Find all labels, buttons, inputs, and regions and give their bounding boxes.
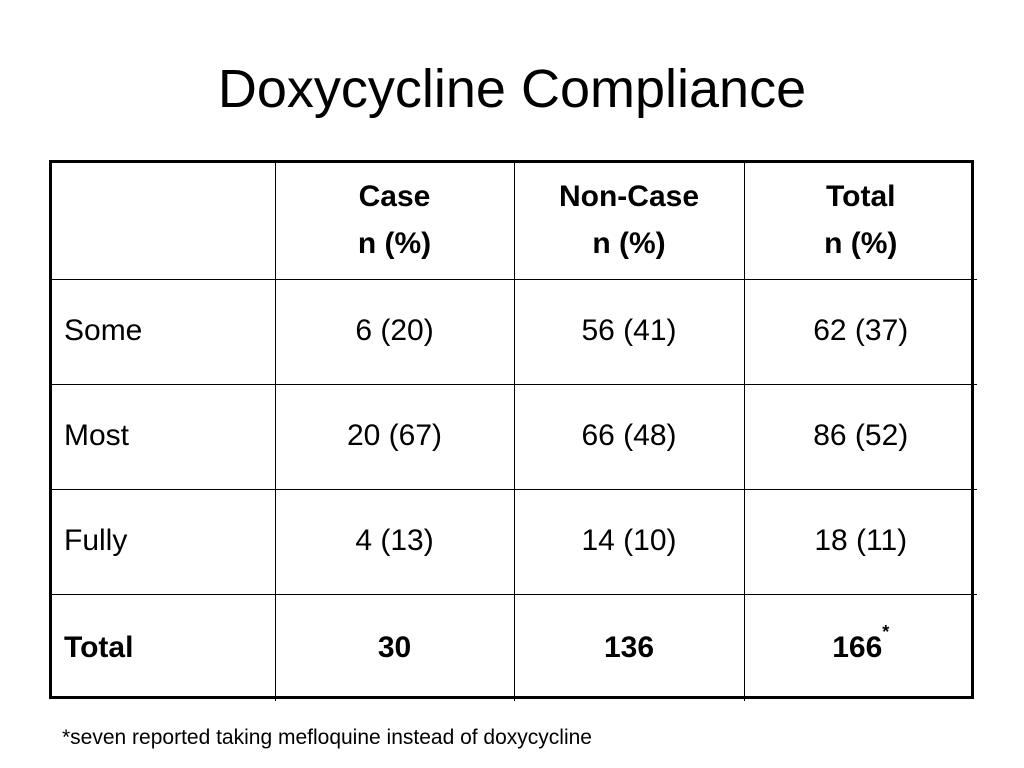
total-cell-noncase: 136 (513, 593, 745, 701)
header-cell-noncase: Non-Case n (%) (513, 163, 745, 280)
table-row-fully: Fully 4 (13) 14 (10) 18 (11) (52, 488, 977, 595)
cell-noncase: 66 (48) (513, 383, 745, 490)
cell-case: 20 (67) (274, 383, 515, 490)
header-total-unit: n (%) (824, 226, 898, 260)
compliance-table-frame: Case n (%) Non-Case n (%) Total n (%) So… (49, 160, 977, 701)
cell-case: 6 (20) (274, 278, 515, 385)
cell-total: 18 (11) (743, 488, 977, 595)
cell-total: 86 (52) (743, 383, 977, 490)
row-label: Some (52, 278, 276, 385)
compliance-table: Case n (%) Non-Case n (%) Total n (%) So… (52, 163, 977, 701)
total-cell-total-value: 166 (832, 630, 883, 664)
header-noncase-name: Non-Case (558, 180, 700, 214)
header-case-unit: n (%) (357, 226, 432, 260)
table-header-row: Case n (%) Non-Case n (%) Total n (%) (52, 163, 977, 280)
header-corner-cell (52, 163, 276, 280)
table-row-some: Some 6 (20) 56 (41) 62 (37) (52, 278, 977, 385)
total-cell-case: 30 (274, 593, 515, 701)
cell-total: 62 (37) (743, 278, 977, 385)
header-case-name: Case (358, 180, 431, 214)
cell-case: 4 (13) (274, 488, 515, 595)
header-cell-case: Case n (%) (274, 163, 515, 280)
table-row-total: Total 30 136 166* (52, 593, 977, 701)
total-row-label: Total (52, 593, 276, 701)
cell-noncase: 56 (41) (513, 278, 745, 385)
header-cell-total: Total n (%) (743, 163, 977, 280)
row-label: Most (52, 383, 276, 490)
footnote-marker: * (882, 621, 890, 642)
cell-noncase: 14 (10) (513, 488, 745, 595)
header-noncase-unit: n (%) (592, 226, 666, 260)
header-total-name: Total (826, 180, 896, 214)
row-label: Fully (52, 488, 276, 595)
footnote: *seven reported taking mefloquine instea… (62, 726, 592, 749)
table-row-most: Most 20 (67) 66 (48) 86 (52) (52, 383, 977, 490)
slide-title: Doxycycline Compliance (217, 59, 807, 119)
total-cell-total: 166* (743, 593, 977, 701)
